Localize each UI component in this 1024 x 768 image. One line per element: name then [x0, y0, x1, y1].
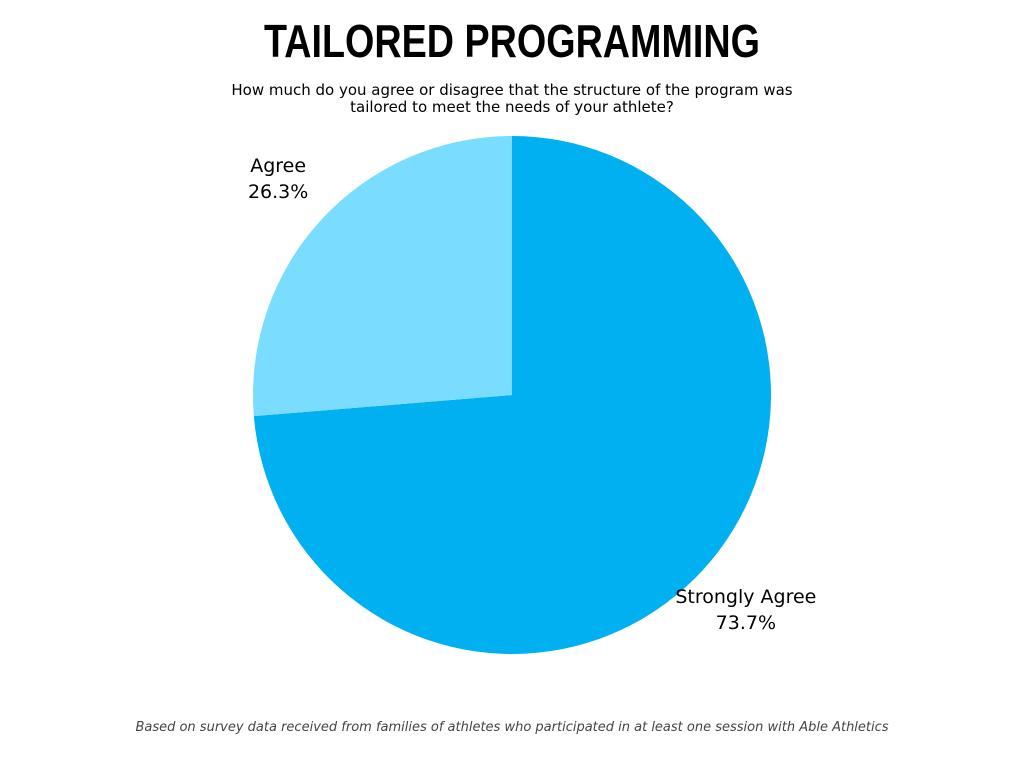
- pie-slice: [253, 136, 512, 417]
- chart-title: TAILORED PROGRAMMING: [264, 15, 760, 67]
- chart-subtitle: How much do you agree or disagree that t…: [231, 81, 793, 116]
- slice-value-label: 73.7%: [716, 612, 776, 634]
- slice-label: Strongly Agree: [675, 586, 816, 608]
- pie-slice: [253, 136, 771, 655]
- slice-value-label: 26.3%: [248, 181, 308, 203]
- slice-label: Agree: [250, 155, 306, 177]
- footnote: Based on survey data received from famil…: [135, 720, 889, 735]
